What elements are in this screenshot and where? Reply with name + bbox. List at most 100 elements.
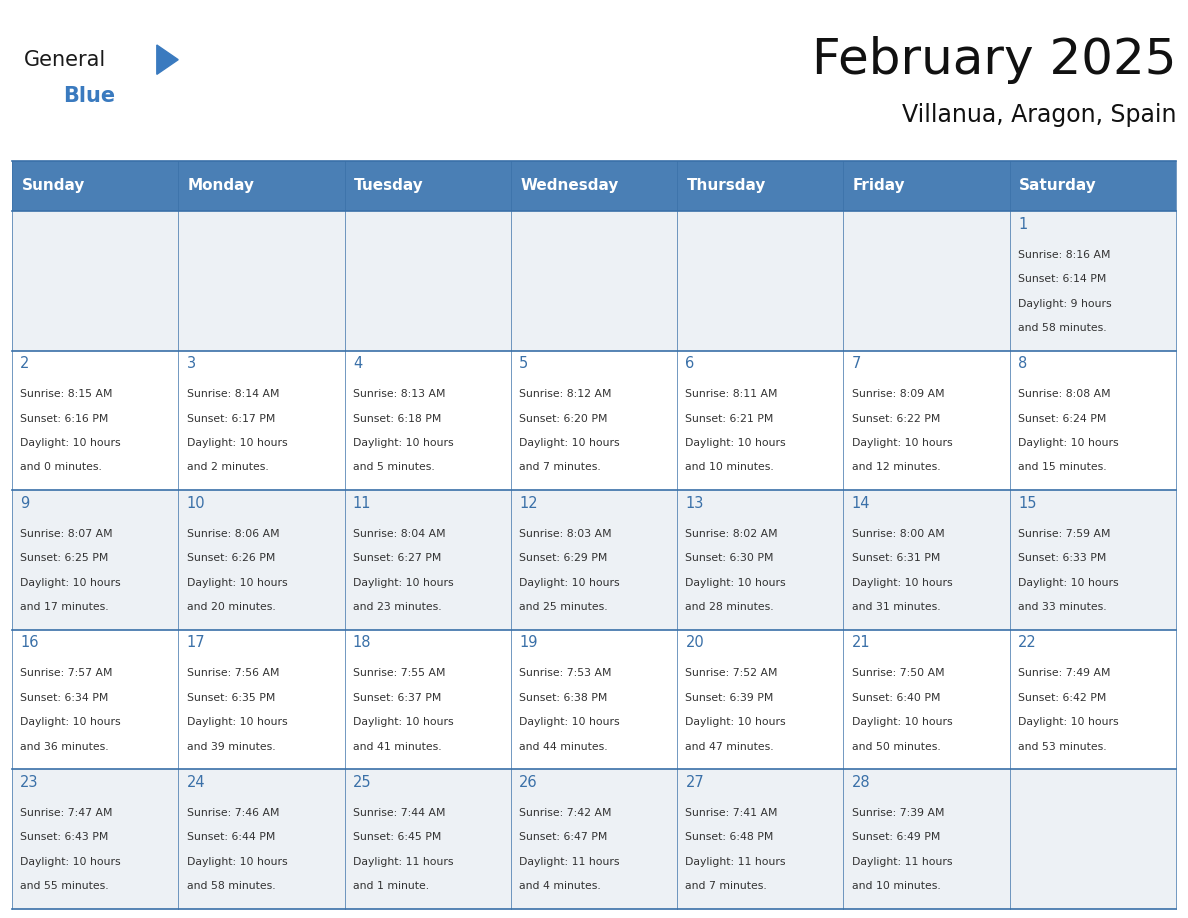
Text: Sunrise: 8:16 AM: Sunrise: 8:16 AM — [1018, 250, 1111, 260]
Text: Daylight: 11 hours: Daylight: 11 hours — [519, 856, 620, 867]
Text: Daylight: 10 hours: Daylight: 10 hours — [852, 717, 953, 727]
Text: Sunrise: 7:53 AM: Sunrise: 7:53 AM — [519, 668, 612, 678]
Text: Sunrise: 7:52 AM: Sunrise: 7:52 AM — [685, 668, 778, 678]
Text: Sunset: 6:17 PM: Sunset: 6:17 PM — [187, 414, 274, 423]
Text: Daylight: 10 hours: Daylight: 10 hours — [685, 577, 786, 588]
Text: and 23 minutes.: and 23 minutes. — [353, 602, 442, 612]
Text: 4: 4 — [353, 356, 362, 371]
Text: Sunset: 6:35 PM: Sunset: 6:35 PM — [187, 693, 274, 702]
Text: 14: 14 — [852, 496, 871, 510]
Text: and 12 minutes.: and 12 minutes. — [852, 463, 941, 473]
Text: Sunset: 6:25 PM: Sunset: 6:25 PM — [20, 554, 108, 563]
Text: Sunrise: 7:44 AM: Sunrise: 7:44 AM — [353, 808, 446, 818]
Text: 3: 3 — [187, 356, 196, 371]
Polygon shape — [157, 45, 178, 74]
Text: 21: 21 — [852, 635, 871, 650]
Text: and 31 minutes.: and 31 minutes. — [852, 602, 941, 612]
Text: and 28 minutes.: and 28 minutes. — [685, 602, 775, 612]
Text: 24: 24 — [187, 775, 206, 789]
Bar — [12, 490, 1176, 630]
Text: Sunrise: 8:13 AM: Sunrise: 8:13 AM — [353, 389, 446, 399]
Text: Sunset: 6:42 PM: Sunset: 6:42 PM — [1018, 693, 1106, 702]
Text: Daylight: 10 hours: Daylight: 10 hours — [20, 577, 121, 588]
Text: Sunset: 6:27 PM: Sunset: 6:27 PM — [353, 554, 441, 563]
Text: Daylight: 10 hours: Daylight: 10 hours — [1018, 438, 1119, 448]
Text: Sunday: Sunday — [21, 178, 84, 194]
Bar — [12, 630, 1176, 769]
Text: Sunrise: 7:57 AM: Sunrise: 7:57 AM — [20, 668, 113, 678]
Text: Daylight: 10 hours: Daylight: 10 hours — [519, 717, 620, 727]
Text: Daylight: 10 hours: Daylight: 10 hours — [1018, 577, 1119, 588]
Text: 26: 26 — [519, 775, 538, 789]
Text: Daylight: 11 hours: Daylight: 11 hours — [685, 856, 786, 867]
Text: 18: 18 — [353, 635, 372, 650]
Text: Saturday: Saturday — [1019, 178, 1097, 194]
Text: Thursday: Thursday — [687, 178, 766, 194]
Bar — [12, 351, 1176, 490]
Text: Sunrise: 8:15 AM: Sunrise: 8:15 AM — [20, 389, 113, 399]
Text: Sunset: 6:38 PM: Sunset: 6:38 PM — [519, 693, 607, 702]
Text: and 58 minutes.: and 58 minutes. — [187, 881, 276, 891]
Text: Sunrise: 7:46 AM: Sunrise: 7:46 AM — [187, 808, 279, 818]
Text: Sunrise: 8:11 AM: Sunrise: 8:11 AM — [685, 389, 778, 399]
Text: Sunset: 6:26 PM: Sunset: 6:26 PM — [187, 554, 274, 563]
Text: Sunset: 6:22 PM: Sunset: 6:22 PM — [852, 414, 940, 423]
Text: Daylight: 10 hours: Daylight: 10 hours — [187, 438, 287, 448]
Text: Sunrise: 8:06 AM: Sunrise: 8:06 AM — [187, 529, 279, 539]
Text: Blue: Blue — [63, 86, 115, 106]
Text: 19: 19 — [519, 635, 538, 650]
Text: 11: 11 — [353, 496, 372, 510]
Text: Sunrise: 7:39 AM: Sunrise: 7:39 AM — [852, 808, 944, 818]
Text: Sunset: 6:31 PM: Sunset: 6:31 PM — [852, 554, 940, 563]
Text: Sunrise: 7:42 AM: Sunrise: 7:42 AM — [519, 808, 612, 818]
Text: 27: 27 — [685, 775, 704, 789]
Text: Daylight: 11 hours: Daylight: 11 hours — [353, 856, 454, 867]
Text: Daylight: 10 hours: Daylight: 10 hours — [20, 438, 121, 448]
Text: Sunset: 6:43 PM: Sunset: 6:43 PM — [20, 833, 108, 842]
Text: Daylight: 10 hours: Daylight: 10 hours — [20, 856, 121, 867]
Text: Daylight: 11 hours: Daylight: 11 hours — [852, 856, 953, 867]
Text: and 1 minute.: and 1 minute. — [353, 881, 429, 891]
Text: 6: 6 — [685, 356, 695, 371]
Bar — [12, 161, 1176, 211]
Text: Daylight: 10 hours: Daylight: 10 hours — [353, 717, 454, 727]
Text: Daylight: 10 hours: Daylight: 10 hours — [187, 717, 287, 727]
Text: General: General — [24, 50, 106, 70]
Text: Wednesday: Wednesday — [520, 178, 619, 194]
Text: Sunrise: 7:56 AM: Sunrise: 7:56 AM — [187, 668, 279, 678]
Text: Sunrise: 8:08 AM: Sunrise: 8:08 AM — [1018, 389, 1111, 399]
Text: and 55 minutes.: and 55 minutes. — [20, 881, 109, 891]
Text: 22: 22 — [1018, 635, 1037, 650]
Text: Daylight: 10 hours: Daylight: 10 hours — [187, 856, 287, 867]
Text: Sunrise: 8:12 AM: Sunrise: 8:12 AM — [519, 389, 612, 399]
Text: Sunset: 6:16 PM: Sunset: 6:16 PM — [20, 414, 108, 423]
Text: Sunset: 6:48 PM: Sunset: 6:48 PM — [685, 833, 773, 842]
Text: Daylight: 10 hours: Daylight: 10 hours — [685, 438, 786, 448]
Text: Sunrise: 8:02 AM: Sunrise: 8:02 AM — [685, 529, 778, 539]
Text: 9: 9 — [20, 496, 30, 510]
Text: Sunrise: 8:14 AM: Sunrise: 8:14 AM — [187, 389, 279, 399]
Text: Tuesday: Tuesday — [354, 178, 424, 194]
Text: Sunrise: 8:03 AM: Sunrise: 8:03 AM — [519, 529, 612, 539]
Text: 17: 17 — [187, 635, 206, 650]
Text: Sunset: 6:49 PM: Sunset: 6:49 PM — [852, 833, 940, 842]
Text: 15: 15 — [1018, 496, 1037, 510]
Text: Daylight: 10 hours: Daylight: 10 hours — [519, 438, 620, 448]
Text: Sunset: 6:45 PM: Sunset: 6:45 PM — [353, 833, 441, 842]
Text: and 20 minutes.: and 20 minutes. — [187, 602, 276, 612]
Text: Daylight: 10 hours: Daylight: 10 hours — [852, 577, 953, 588]
Text: and 10 minutes.: and 10 minutes. — [685, 463, 775, 473]
Text: Sunset: 6:30 PM: Sunset: 6:30 PM — [685, 554, 773, 563]
Text: 20: 20 — [685, 635, 704, 650]
Text: Sunset: 6:44 PM: Sunset: 6:44 PM — [187, 833, 274, 842]
Text: and 33 minutes.: and 33 minutes. — [1018, 602, 1107, 612]
Text: Sunrise: 7:55 AM: Sunrise: 7:55 AM — [353, 668, 446, 678]
Text: and 44 minutes.: and 44 minutes. — [519, 742, 608, 752]
Text: Sunrise: 8:04 AM: Sunrise: 8:04 AM — [353, 529, 446, 539]
Text: Daylight: 10 hours: Daylight: 10 hours — [187, 577, 287, 588]
Text: and 2 minutes.: and 2 minutes. — [187, 463, 268, 473]
Text: 5: 5 — [519, 356, 529, 371]
Text: 2: 2 — [20, 356, 30, 371]
Text: Daylight: 10 hours: Daylight: 10 hours — [1018, 717, 1119, 727]
Text: and 58 minutes.: and 58 minutes. — [1018, 323, 1107, 333]
